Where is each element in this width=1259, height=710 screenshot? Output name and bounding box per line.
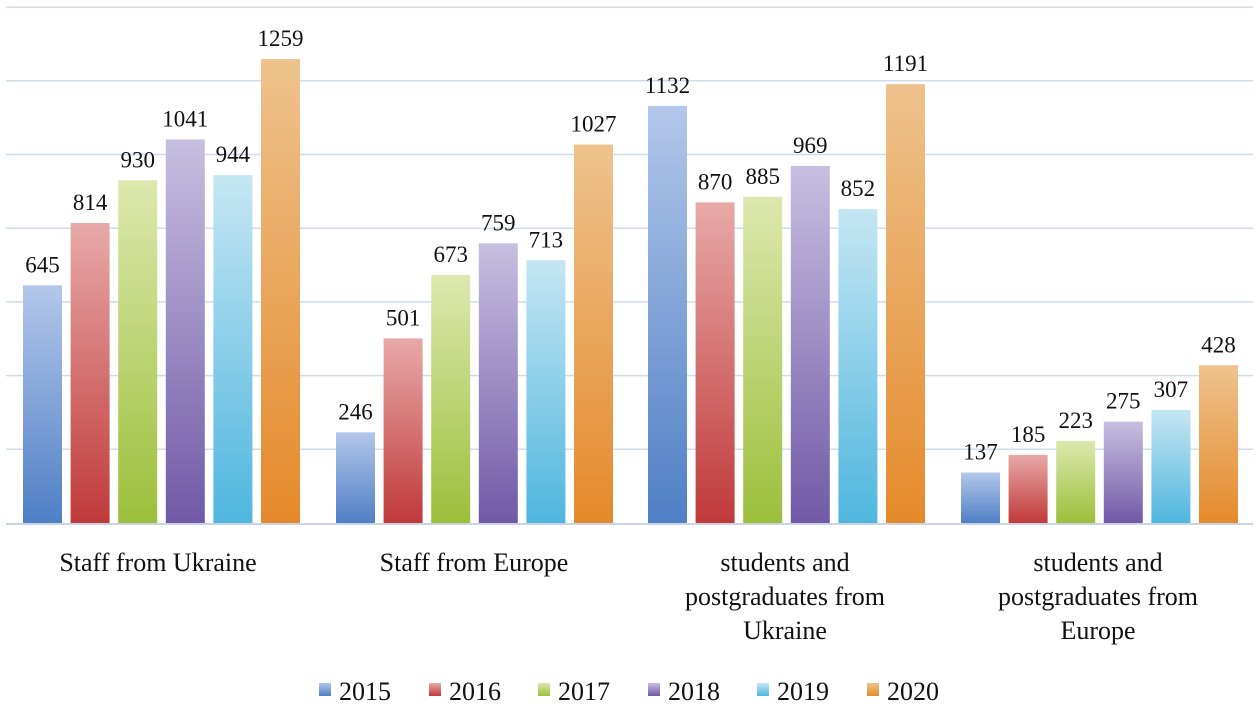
data-label-2020-group-3: 1191 xyxy=(883,51,928,76)
bar-2020-group-3 xyxy=(886,84,925,523)
bar-2020-group-4 xyxy=(1199,365,1238,523)
data-label-2016-group-1: 814 xyxy=(73,190,108,215)
legend-label-2015: 2015 xyxy=(339,677,391,706)
bar-2019-group-4 xyxy=(1151,409,1191,523)
data-label-2017-group-3: 885 xyxy=(745,164,780,189)
data-label-2016-group-3: 870 xyxy=(698,169,733,194)
bar-2018-group-1 xyxy=(165,139,205,524)
legend-swatch-2016 xyxy=(429,683,441,696)
bar-2018-group-4 xyxy=(1103,421,1143,523)
category-label-1: Staff from Ukraine xyxy=(59,548,256,577)
bar-2016-group-1 xyxy=(70,223,110,523)
legend-label-2017: 2017 xyxy=(558,677,610,706)
bar-2020-group-2 xyxy=(574,144,613,523)
data-label-2019-group-3: 852 xyxy=(841,176,876,201)
data-label-2019-group-4: 307 xyxy=(1154,377,1189,402)
bar-2017-group-4 xyxy=(1056,440,1096,523)
bar-2019-group-2 xyxy=(526,260,566,523)
data-label-2015-group-3: 1132 xyxy=(645,73,690,98)
bar-2018-group-3 xyxy=(790,165,830,523)
bar-2019-group-1 xyxy=(213,175,253,524)
legend-swatch-2017 xyxy=(538,683,550,696)
bar-2020-group-1 xyxy=(261,59,300,523)
data-labels: 645 246 1132 137 814 501 870 185 930 673 885 223 104… xyxy=(25,26,1236,464)
legend-label-2019: 2019 xyxy=(777,677,829,706)
data-label-2015-group-4: 137 xyxy=(963,440,998,465)
data-label-2019-group-2: 713 xyxy=(529,227,564,252)
bar-2016-group-4 xyxy=(1008,454,1048,523)
data-label-2016-group-2: 501 xyxy=(386,305,421,330)
data-label-2018-group-2: 759 xyxy=(481,210,516,235)
bar-2018-group-2 xyxy=(478,243,518,523)
data-label-2020-group-4: 428 xyxy=(1201,332,1236,357)
data-label-2018-group-1: 1041 xyxy=(162,106,208,131)
data-label-2015-group-2: 246 xyxy=(338,399,373,424)
data-label-2017-group-2: 673 xyxy=(433,242,468,267)
legend-swatch-2020 xyxy=(867,683,879,696)
bar-2015-group-3 xyxy=(648,105,687,523)
bar-2017-group-2 xyxy=(431,274,471,523)
bar-2015-group-4 xyxy=(961,472,1000,523)
bars xyxy=(23,59,1238,524)
data-label-2015-group-1: 645 xyxy=(25,252,60,277)
bar-2016-group-2 xyxy=(383,338,423,523)
data-label-2018-group-4: 275 xyxy=(1106,389,1141,414)
bar-2017-group-3 xyxy=(743,196,783,523)
bar-2015-group-1 xyxy=(23,285,62,523)
bar-2019-group-3 xyxy=(838,209,878,523)
bar-2015-group-2 xyxy=(336,432,375,523)
category-label-3: students and postgraduates from Ukraine xyxy=(685,548,885,645)
category-label-2: Staff from Europe xyxy=(380,548,569,577)
bar-2017-group-1 xyxy=(118,180,158,524)
data-label-2018-group-3: 969 xyxy=(793,133,828,158)
legend-swatch-2019 xyxy=(757,683,769,696)
data-label-2019-group-1: 944 xyxy=(216,142,251,167)
data-label-2020-group-2: 1027 xyxy=(571,112,617,137)
data-label-2017-group-4: 223 xyxy=(1058,408,1093,433)
data-label-2017-group-1: 930 xyxy=(120,147,155,172)
legend-swatch-2018 xyxy=(648,683,660,696)
category-label-4: students and postgraduates from Europe xyxy=(998,548,1198,645)
legend-swatch-2015 xyxy=(319,683,331,696)
data-label-2016-group-4: 185 xyxy=(1011,422,1046,447)
data-label-2020-group-1: 1259 xyxy=(258,26,304,51)
legend-label-2020: 2020 xyxy=(887,677,939,706)
category-labels: Staff from Ukraine Staff from Europe stude… xyxy=(59,548,1198,645)
bar-2016-group-3 xyxy=(695,202,735,523)
legend-label-2018: 2018 xyxy=(668,677,720,706)
legend: 2015 2016 2017 2018 2019 2020 xyxy=(319,677,939,706)
legend-label-2016: 2016 xyxy=(449,677,501,706)
